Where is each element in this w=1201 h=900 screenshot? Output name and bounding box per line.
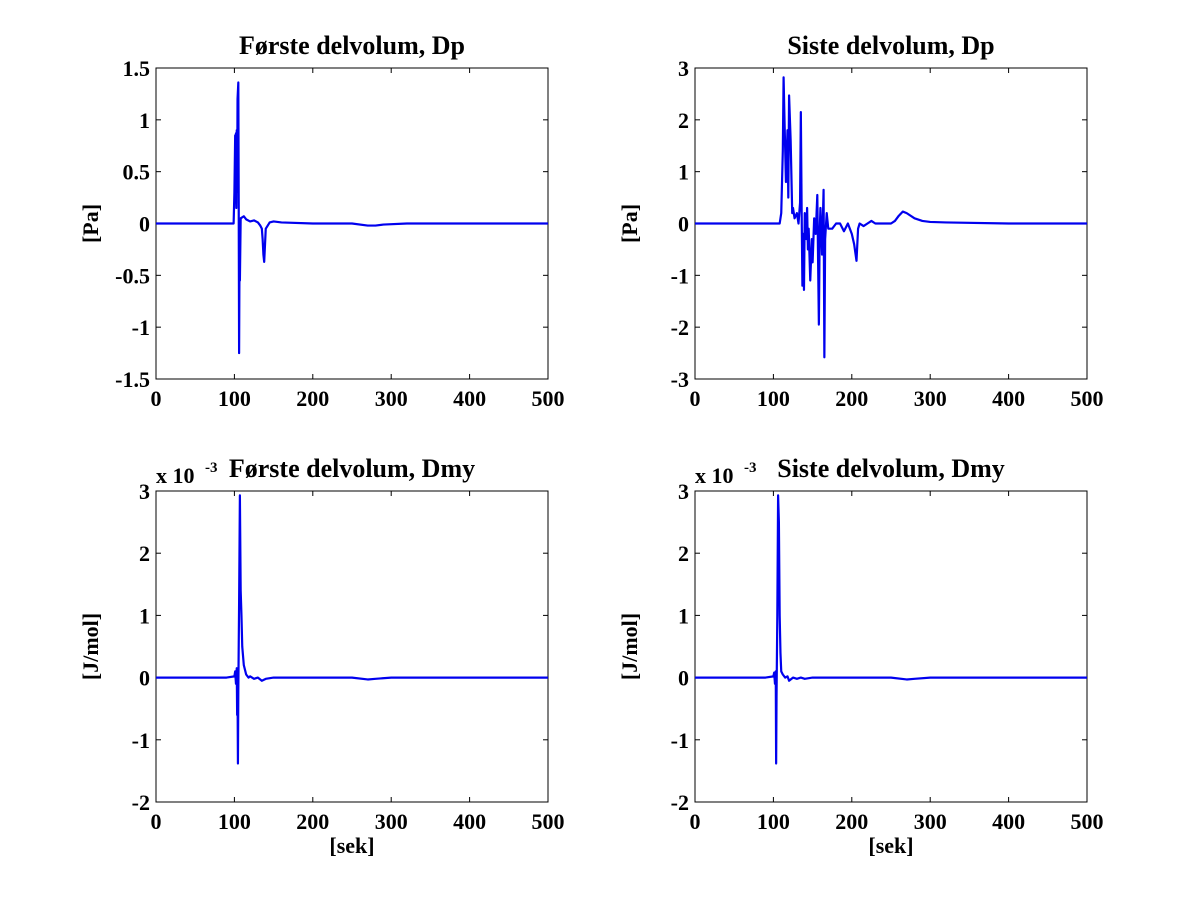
y-tick-label: 1 — [139, 603, 150, 628]
y-tick-label: 1 — [678, 603, 689, 628]
x-tick-label: 500 — [532, 386, 565, 411]
y-tick-label: -1.5 — [115, 367, 150, 392]
y-tick-label: -3 — [671, 367, 689, 392]
y-tick-label: 3 — [678, 479, 689, 504]
x-tick-label: 400 — [453, 386, 486, 411]
y-tick-label: 1 — [139, 108, 150, 133]
y-tick-label: 3 — [139, 479, 150, 504]
series-line — [695, 494, 1087, 765]
y-tick-label: 2 — [139, 541, 150, 566]
x-tick-label: 0 — [690, 809, 701, 834]
subplot-4: 0 100 200 300 400 500 -2 -1 0 1 2 3 Siste delvolum, … — [617, 454, 1104, 858]
x-tick-label: 500 — [1071, 386, 1104, 411]
series-line — [156, 494, 548, 765]
y-tick-label: 0 — [139, 212, 150, 237]
subplot-2: 0 100 200 300 400 500 -3 -2 -1 0 1 2 3 Siste delvolum… — [617, 31, 1104, 411]
x-tick-label: 200 — [296, 809, 329, 834]
plot-title: Siste delvolum, Dmy — [777, 454, 1005, 483]
x-tick-label: 400 — [992, 386, 1025, 411]
x-tick-label: 200 — [296, 386, 329, 411]
exponent-label: x 10 — [156, 463, 195, 488]
y-tick-label: -1 — [671, 263, 689, 288]
y-tick-label: 0 — [678, 666, 689, 691]
plot-title: Første delvolum, Dmy — [229, 454, 475, 483]
x-axis-label: [sek] — [868, 833, 913, 858]
y-tick-label: -1 — [671, 728, 689, 753]
x-tick-label: 0 — [151, 809, 162, 834]
y-axis-label: [J/mol] — [78, 613, 103, 680]
x-tick-label: 0 — [690, 386, 701, 411]
x-tick-label: 100 — [757, 386, 790, 411]
x-tick-label: 300 — [914, 386, 947, 411]
y-tick-label: -1 — [132, 315, 150, 340]
series-line — [695, 76, 1087, 359]
y-tick-label: 0 — [678, 212, 689, 237]
subplot-1: 0 100 200 300 400 500 -1.5 -1 -0.5 0 0.5 1 1.5 Første… — [78, 31, 565, 411]
y-tick-label: -2 — [671, 315, 689, 340]
plot-frame — [155, 490, 549, 803]
x-tick-label: 200 — [835, 386, 868, 411]
x-tick-label: 300 — [375, 809, 408, 834]
y-tick-label: 3 — [678, 56, 689, 81]
y-tick-label: 2 — [678, 541, 689, 566]
plot-title: Siste delvolum, Dp — [787, 31, 994, 60]
y-tick-label: 1.5 — [123, 56, 151, 81]
x-axis-label: [sek] — [329, 833, 374, 858]
y-axis-label: [Pa] — [78, 204, 103, 243]
plot-title: Første delvolum, Dp — [239, 31, 465, 60]
x-tick-label: 300 — [375, 386, 408, 411]
y-tick-label: 2 — [678, 108, 689, 133]
x-tick-label: 500 — [532, 809, 565, 834]
y-tick-label: -2 — [132, 790, 150, 815]
x-tick-label: 100 — [218, 809, 251, 834]
exponent-label: x 10 — [695, 463, 734, 488]
x-tick-label: 100 — [757, 809, 790, 834]
y-tick-label: 0 — [139, 666, 150, 691]
y-axis-label: [Pa] — [617, 204, 642, 243]
x-tick-label: 500 — [1071, 809, 1104, 834]
x-tick-label: 200 — [835, 809, 868, 834]
y-tick-label: -0.5 — [115, 263, 150, 288]
y-tick-label: -2 — [671, 790, 689, 815]
series-line — [156, 81, 548, 355]
x-tick-label: 100 — [218, 386, 251, 411]
x-tick-label: 400 — [453, 809, 486, 834]
plot-frame — [694, 490, 1088, 803]
y-tick-label: 0.5 — [123, 160, 151, 185]
subplot-3: 0 100 200 300 400 500 -2 -1 0 1 2 3 Første delvolum,… — [78, 454, 565, 858]
exponent-power: -3 — [744, 460, 757, 476]
y-tick-label: -1 — [132, 728, 150, 753]
exponent-power: -3 — [205, 460, 218, 476]
x-tick-label: 300 — [914, 809, 947, 834]
y-tick-label: 1 — [678, 160, 689, 185]
y-axis-label: [J/mol] — [617, 613, 642, 680]
x-tick-label: 0 — [151, 386, 162, 411]
x-tick-label: 400 — [992, 809, 1025, 834]
